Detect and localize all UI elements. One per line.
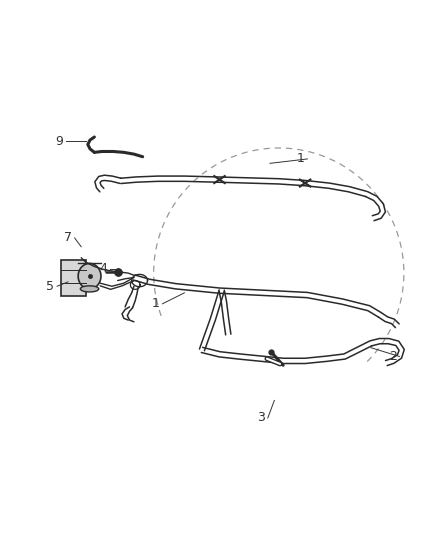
Text: 1: 1: [296, 152, 304, 165]
Text: 4: 4: [99, 262, 107, 275]
Text: 7: 7: [64, 231, 72, 245]
Text: 9: 9: [55, 135, 63, 148]
Ellipse shape: [78, 263, 101, 289]
Text: 5: 5: [46, 280, 54, 293]
Ellipse shape: [80, 286, 99, 292]
FancyBboxPatch shape: [61, 260, 86, 296]
Text: 1: 1: [152, 297, 159, 310]
Text: 3: 3: [257, 411, 265, 424]
Text: 2: 2: [388, 350, 396, 363]
